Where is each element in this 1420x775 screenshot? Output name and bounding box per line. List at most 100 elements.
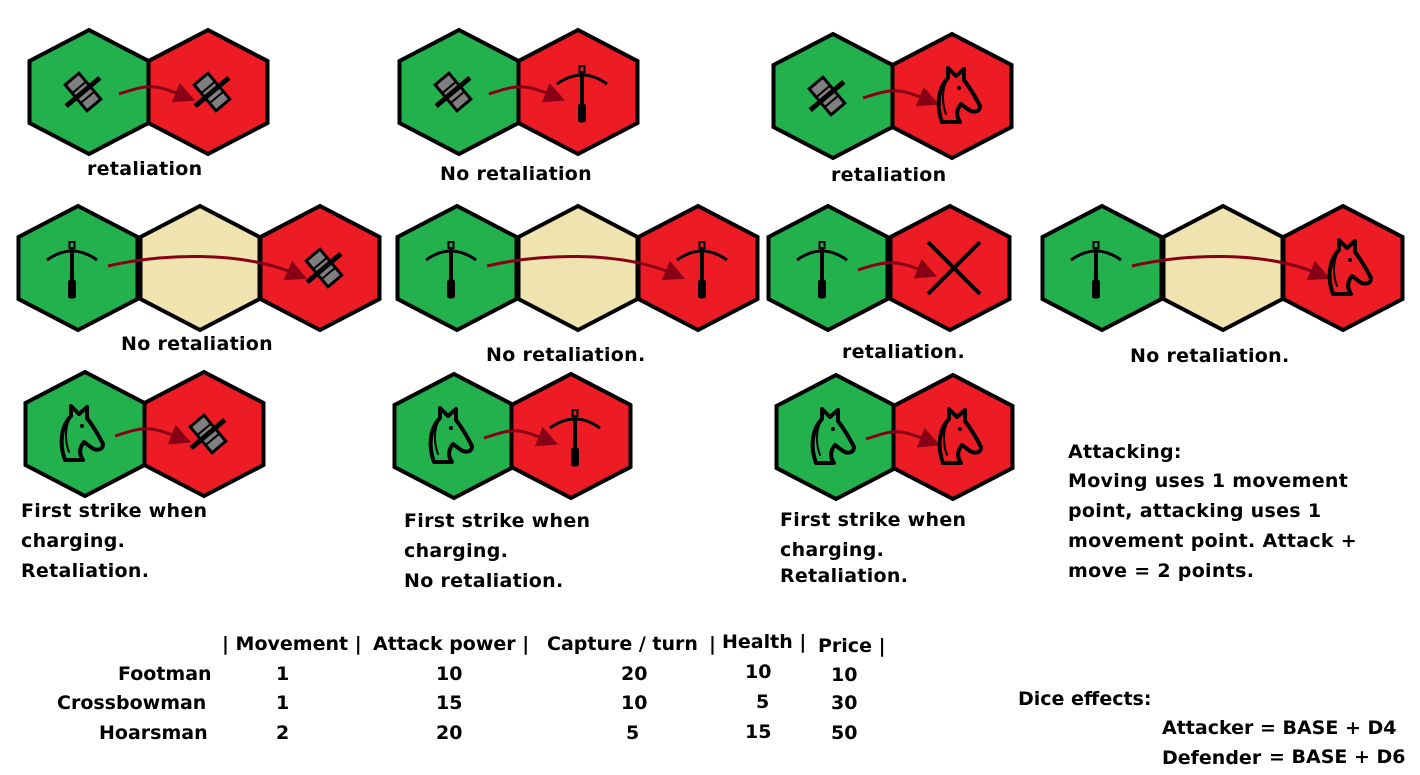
caption-hoarsman-vs-hoarsman-line3: Retaliation. — [780, 565, 909, 587]
crossbow-icon — [46, 241, 98, 299]
horse-knight-icon — [428, 406, 474, 464]
diagram-hoarsman-vs-hoarsman — [774, 372, 1015, 502]
attacker-hex-tile — [392, 371, 516, 501]
caption-hoarsman-vs-crossbowman-line1: First strike when — [404, 510, 591, 532]
diagram-hoarsman-vs-crossbowman — [392, 371, 633, 501]
diagram-footman-vs-hoarsman — [771, 31, 1014, 161]
diagram-hoarsman-vs-footman — [23, 369, 266, 499]
row-crossbowman-price: 30 — [831, 692, 858, 714]
caption-hoarsman-vs-hoarsman-line1: First strike when — [780, 509, 967, 531]
crossbow-icon — [796, 241, 848, 299]
horse-knight-icon — [810, 407, 856, 465]
row-footman-attack: 10 — [436, 663, 463, 685]
attack-arrow — [865, 427, 941, 448]
attack-arrow — [1131, 255, 1331, 281]
diagram-crossbowman-ranged-vs-footman — [16, 203, 382, 333]
attack-arrow — [114, 424, 192, 445]
attacker-hex-tile — [774, 372, 898, 502]
table-header-movement: | Movement | — [222, 633, 362, 655]
attacking-line-3: movement point. Attack + — [1068, 530, 1357, 552]
diagram-crossbowman-adjacent — [766, 203, 1012, 333]
defender-hex-tile — [516, 27, 640, 157]
attacker-hex-tile — [1040, 203, 1164, 333]
row-hoarsman-attack: 20 — [436, 722, 463, 744]
dice-title: Dice effects: — [1018, 688, 1152, 710]
table-header-health: Health | — [722, 631, 807, 653]
table-header-attack-power: Attack power | — [373, 633, 530, 655]
attacking-line-2: point, attacking uses 1 — [1068, 500, 1322, 522]
table-header-price: Price | — [818, 635, 886, 657]
row-hoarsman-movement: 2 — [276, 722, 290, 744]
horse-knight-icon — [1327, 238, 1373, 296]
row-name-footman: Footman — [118, 663, 212, 685]
caption-footman-vs-crossbowman: No retaliation — [440, 163, 592, 185]
caption-hoarsman-vs-hoarsman-line2: charging. — [780, 539, 885, 561]
caption-hoarsman-vs-footman-line2: charging. — [21, 530, 126, 552]
defender-hex-tile — [509, 371, 633, 501]
row-hoarsman-capture: 5 — [626, 722, 640, 744]
row-footman-capture: 20 — [621, 663, 648, 685]
attacking-line-1: Moving uses 1 movement — [1068, 470, 1349, 492]
crossbow-icon — [676, 241, 728, 299]
caption-crossbowman-adjacent: retaliation. — [842, 341, 965, 363]
table-header-separator: | — [709, 633, 716, 655]
row-hoarsman-health: 15 — [745, 721, 772, 743]
diagram-footman-vs-footman — [27, 27, 270, 157]
row-name-crossbowman: Crossbowman — [57, 692, 207, 714]
caption-crossbowman-ranged-vs-hoarsman: No retaliation. — [1130, 345, 1290, 367]
attacking-line-4: move = 2 points. — [1068, 560, 1255, 582]
caption-crossbowman-ranged-vs-footman: No retaliation — [121, 333, 273, 355]
footman-shield-icon — [304, 247, 344, 289]
attack-arrow — [483, 426, 559, 447]
footman-shield-icon — [188, 413, 228, 455]
row-footman-price: 10 — [831, 664, 858, 686]
row-footman-health: 10 — [745, 661, 772, 683]
defender-hex-tile — [1281, 203, 1405, 333]
caption-crossbowman-ranged-vs-crossbowman: No retaliation. — [486, 344, 646, 366]
diagram-crossbowman-ranged-vs-crossbowman — [395, 203, 760, 333]
cross-x-icon — [926, 240, 982, 296]
crossbow-icon — [1070, 241, 1122, 299]
defender-hex-tile — [890, 31, 1014, 161]
attack-arrow — [488, 82, 566, 103]
footman-shield-icon — [63, 71, 103, 113]
dice-defender-formula: = BASE + D6 — [1269, 746, 1406, 768]
row-crossbowman-capture: 10 — [621, 692, 648, 714]
empty-hex-tile — [138, 203, 262, 333]
dice-defender-label: Defender — [1162, 747, 1262, 769]
defender-hex-tile — [891, 372, 1015, 502]
footman-shield-icon — [433, 71, 473, 113]
diagram-crossbowman-ranged-vs-hoarsman — [1040, 203, 1405, 333]
empty-hex-tile — [1161, 203, 1285, 333]
attack-arrow — [857, 258, 938, 279]
footman-shield-icon — [192, 71, 232, 113]
caption-hoarsman-vs-footman-line1: First strike when — [21, 500, 208, 522]
attack-arrow — [486, 255, 686, 281]
attacker-hex-tile — [23, 369, 147, 499]
attacker-hex-tile — [395, 203, 519, 333]
horse-knight-icon — [936, 66, 982, 124]
crossbow-icon — [556, 65, 608, 123]
diagram-footman-vs-crossbowman — [397, 27, 640, 157]
crossbow-icon — [425, 241, 477, 299]
attack-arrow — [118, 82, 196, 103]
attacker-hex-tile — [16, 203, 140, 333]
row-crossbowman-health: 5 — [756, 691, 770, 713]
attacking-title: Attacking: — [1068, 441, 1182, 463]
row-crossbowman-movement: 1 — [276, 692, 290, 714]
caption-footman-vs-footman: retaliation — [87, 158, 203, 180]
empty-hex-tile — [516, 203, 640, 333]
caption-footman-vs-hoarsman: retaliation — [831, 164, 947, 186]
attack-arrow — [107, 255, 308, 281]
row-footman-movement: 1 — [276, 663, 290, 685]
horse-knight-icon — [937, 407, 983, 465]
caption-hoarsman-vs-footman-line3: Retaliation. — [21, 560, 150, 582]
defender-hex-tile — [888, 203, 1012, 333]
row-crossbowman-attack: 15 — [436, 692, 463, 714]
caption-hoarsman-vs-crossbowman-line2: charging. — [404, 540, 509, 562]
horse-knight-icon — [59, 404, 105, 462]
attack-arrow — [862, 86, 940, 107]
attacker-hex-tile — [766, 203, 890, 333]
caption-hoarsman-vs-crossbowman-line3: No retaliation. — [404, 570, 564, 592]
